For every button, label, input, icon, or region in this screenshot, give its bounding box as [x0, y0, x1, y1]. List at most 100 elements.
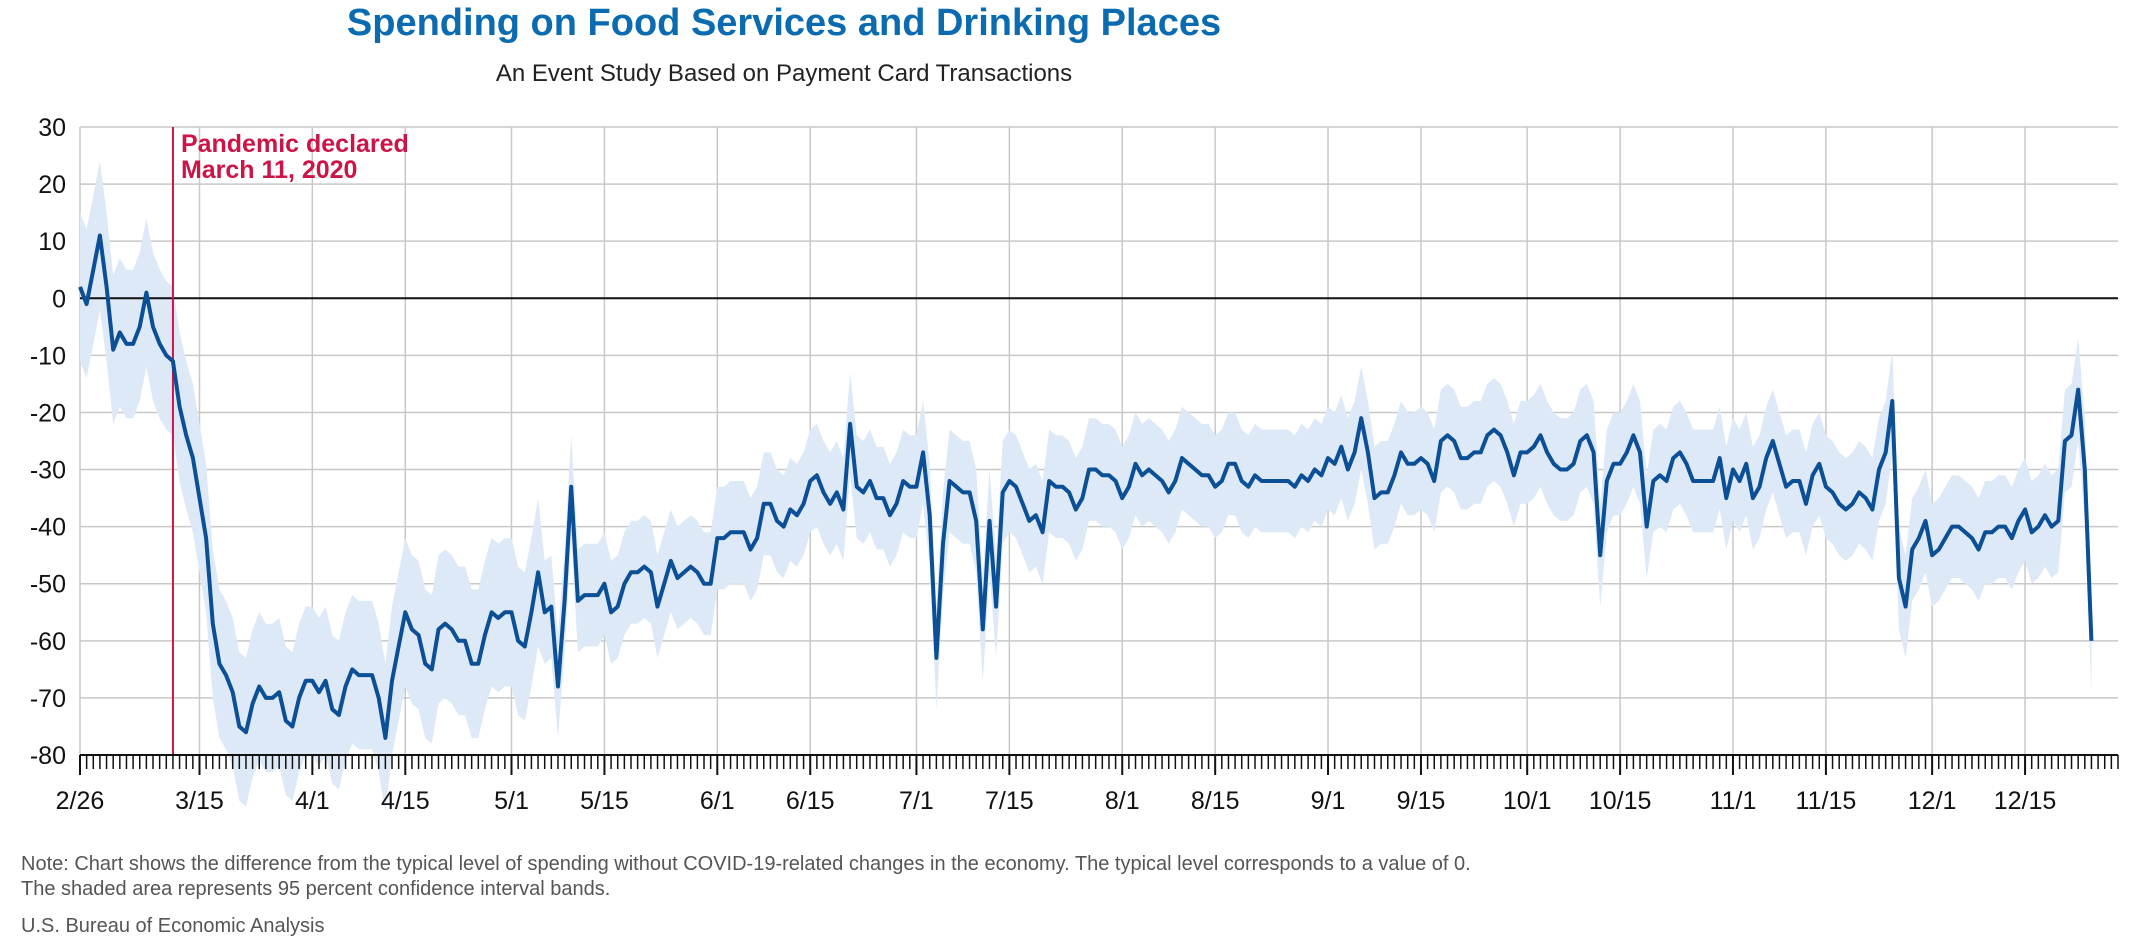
data-point [1983, 530, 1987, 534]
data-point [1764, 456, 1768, 460]
x-tick-label: 9/15 [1397, 787, 1446, 815]
data-point [78, 285, 82, 289]
x-tick-label: 6/1 [700, 787, 735, 815]
data-point [403, 610, 407, 614]
data-point [370, 673, 374, 677]
data-point [1751, 496, 1755, 500]
data-point [2016, 519, 2020, 523]
data-point [423, 662, 427, 666]
data-point [231, 690, 235, 694]
data-point [835, 490, 839, 494]
data-point [895, 502, 899, 506]
data-point [1698, 479, 1702, 483]
data-point [1811, 473, 1815, 477]
data-point [1738, 479, 1742, 483]
data-point [257, 685, 261, 689]
data-point [344, 685, 348, 689]
data-point [1399, 450, 1403, 454]
data-point [224, 673, 228, 677]
data-point [1140, 473, 1144, 477]
data-point [91, 268, 95, 272]
data-point [1386, 490, 1390, 494]
data-point [1930, 553, 1934, 557]
data-point [1791, 479, 1795, 483]
data-point [1864, 496, 1868, 500]
data-point [1107, 473, 1111, 477]
data-point [569, 485, 573, 489]
data-point [410, 627, 414, 631]
data-point [324, 679, 328, 683]
data-point [1253, 473, 1257, 477]
data-point [702, 582, 706, 586]
data-point [1492, 428, 1496, 432]
data-point [1651, 479, 1655, 483]
data-point [1797, 479, 1801, 483]
x-tick-label: 11/1 [1710, 787, 1757, 815]
data-point [397, 645, 401, 649]
data-point [722, 536, 726, 540]
data-point [1459, 456, 1463, 460]
y-tick-label: -60 [30, 628, 66, 656]
data-point [1731, 468, 1735, 472]
data-point [2030, 530, 2034, 534]
y-tick-label: -20 [30, 399, 66, 427]
data-point [1558, 468, 1562, 472]
data-point [1034, 513, 1038, 517]
event-annotation-label: March 11, 2020 [181, 156, 358, 184]
data-point [1572, 462, 1576, 466]
data-point [1273, 479, 1277, 483]
data-point [476, 662, 480, 666]
data-point [490, 610, 494, 614]
data-point [496, 616, 500, 620]
x-tick-label: 10/15 [1589, 787, 1652, 815]
data-point [1963, 530, 1967, 534]
data-point [350, 667, 354, 671]
data-point [1831, 490, 1835, 494]
data-point [1777, 462, 1781, 466]
y-tick-label: 30 [38, 114, 66, 142]
data-point [729, 530, 733, 534]
data-point [1027, 519, 1031, 523]
x-tick-label: 4/15 [381, 787, 430, 815]
data-point [749, 548, 753, 552]
data-point [1910, 548, 1914, 552]
data-point [1286, 479, 1290, 483]
data-point [695, 570, 699, 574]
data-point [1665, 479, 1669, 483]
data-point [1041, 530, 1045, 534]
data-point [1439, 439, 1443, 443]
data-point [483, 633, 487, 637]
data-point [762, 502, 766, 506]
data-point [304, 679, 308, 683]
y-tick-label: -50 [30, 571, 66, 599]
data-point [1260, 479, 1264, 483]
data-point [622, 582, 626, 586]
data-point [1014, 485, 1018, 489]
data-point [1001, 490, 1005, 494]
data-point [1605, 479, 1609, 483]
data-point [948, 479, 952, 483]
data-point [928, 513, 932, 517]
data-point [1771, 439, 1775, 443]
x-tick-label: 3/15 [175, 787, 224, 815]
data-point [277, 690, 281, 694]
data-point [1067, 490, 1071, 494]
data-point [1505, 450, 1509, 454]
data-point [85, 302, 89, 306]
data-point [178, 405, 182, 409]
data-point [1917, 536, 1921, 540]
data-point [1406, 462, 1410, 466]
data-point [556, 685, 560, 689]
data-point [1047, 479, 1051, 483]
data-point [390, 679, 394, 683]
data-point [2063, 439, 2067, 443]
data-point [642, 565, 646, 569]
data-point [1313, 468, 1317, 472]
note-line-2: The shaded area represents 95 percent co… [21, 878, 611, 900]
data-point [1658, 473, 1662, 477]
data-point [1565, 468, 1569, 472]
data-point [1851, 502, 1855, 506]
data-point [1094, 468, 1098, 472]
data-point [450, 627, 454, 631]
